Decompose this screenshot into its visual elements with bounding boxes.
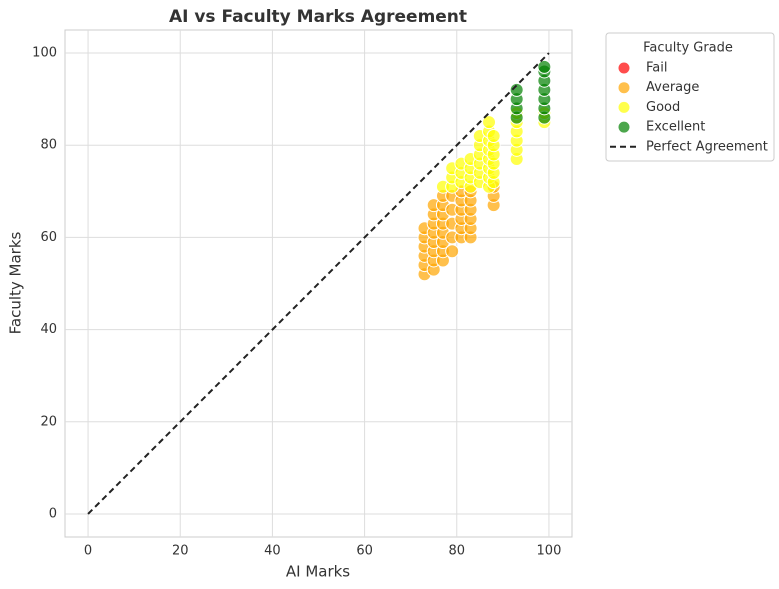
legend-label: Fail bbox=[646, 61, 667, 76]
point bbox=[486, 129, 501, 144]
legend-marker bbox=[618, 121, 630, 133]
y-tick-label: 40 bbox=[40, 322, 57, 337]
point bbox=[482, 115, 497, 130]
point bbox=[445, 244, 460, 259]
legend-label: Average bbox=[646, 80, 699, 95]
legend-marker bbox=[618, 101, 630, 113]
chart-title: AI vs Faculty Marks Agreement bbox=[169, 7, 467, 27]
legend-marker bbox=[618, 62, 630, 74]
point bbox=[509, 82, 524, 97]
reference-line bbox=[87, 52, 550, 515]
x-tick-label: 0 bbox=[84, 544, 92, 559]
x-tick-label: 80 bbox=[448, 544, 465, 559]
y-tick-label: 20 bbox=[40, 414, 57, 429]
x-tick-label: 60 bbox=[356, 544, 373, 559]
point bbox=[537, 59, 552, 74]
legend-title: Faculty Grade bbox=[643, 41, 733, 56]
y-tick-label: 100 bbox=[32, 46, 57, 61]
x-tick-label: 40 bbox=[264, 544, 281, 559]
x-axis-label: AI Marks bbox=[286, 563, 350, 581]
legend-label: Good bbox=[646, 100, 680, 115]
y-tick-label: 0 bbox=[49, 506, 57, 521]
legend-label: Excellent bbox=[646, 120, 705, 135]
y-tick-label: 80 bbox=[40, 138, 57, 153]
legend-marker bbox=[618, 82, 630, 94]
x-tick-label: 100 bbox=[537, 544, 562, 559]
legend-label: Perfect Agreement bbox=[646, 139, 768, 154]
y-tick-label: 60 bbox=[40, 230, 57, 245]
y-axis-label: Faculty Marks bbox=[7, 231, 25, 334]
legend-box bbox=[605, 32, 775, 162]
x-tick-label: 20 bbox=[172, 544, 189, 559]
